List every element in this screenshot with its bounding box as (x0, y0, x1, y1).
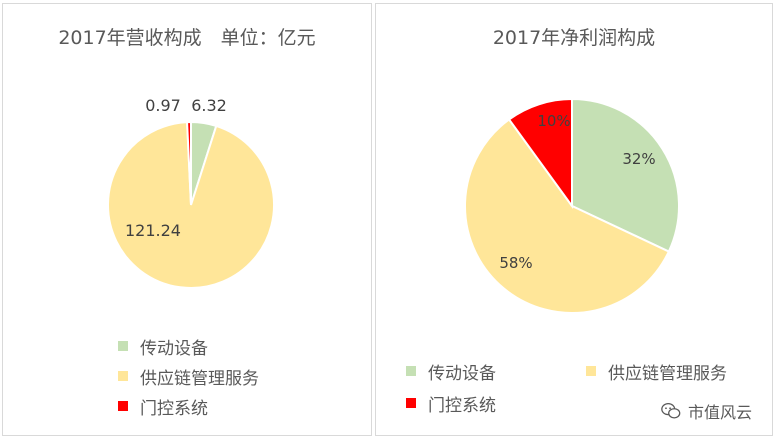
data-label: 121.24 (125, 221, 181, 240)
chart-panel-net-profit: 2017年净利润构成 32% 58% 10% 传动设备 供应链管理服务 门控系统 市… (375, 3, 773, 436)
pie-slice-transmission (571, 97, 680, 253)
legend-label: 门控系统 (140, 398, 208, 419)
pie-slice-door-control (507, 97, 573, 210)
data-label: 10% (537, 112, 570, 130)
legend-swatch (586, 366, 596, 376)
legend-item-door-control: 门控系统 (118, 391, 259, 421)
legend-label: 供应链管理服务 (608, 363, 727, 384)
legend-swatch (406, 366, 416, 376)
chart-panel-revenue: 2017年营收构成 单位：亿元 6.32 121.24 0.97 传动设备 供应链管… (2, 3, 372, 436)
net-profit-pie-chart: 32% 58% 10% (464, 97, 680, 314)
wechat-icon (661, 403, 681, 419)
watermark: 市值风云 (660, 399, 752, 423)
legend-label: 门控系统 (428, 395, 496, 416)
legend-item-supply-chain: 供应链管理服务 (586, 356, 727, 386)
legend: 传动设备 供应链管理服务 门控系统 (118, 331, 259, 421)
legend-item-supply-chain: 供应链管理服务 (118, 361, 259, 391)
chart-title: 2017年净利润构成 (492, 27, 656, 49)
legend-item-door-control: 门控系统 (406, 388, 496, 418)
pie-slice-supply-chain (464, 118, 671, 314)
watermark-text: 市值风云 (687, 403, 752, 422)
data-label: 58% (499, 254, 532, 272)
legend-label: 传动设备 (428, 363, 496, 384)
chart-title: 2017年营收构成 单位：亿元 (58, 27, 316, 49)
legend-item-transmission: 传动设备 (118, 331, 259, 361)
revenue-pie-chart: 6.32 121.24 0.97 (107, 96, 275, 289)
legend-swatch (118, 371, 128, 381)
legend-item-transmission: 传动设备 (406, 356, 496, 386)
legend-swatch (406, 398, 416, 408)
legend-label: 供应链管理服务 (140, 368, 259, 389)
legend-swatch (118, 341, 128, 351)
data-label: 0.97 (145, 96, 181, 115)
pie-slice-door-control (186, 120, 192, 206)
pie-slice-supply-chain (107, 121, 275, 289)
legend-swatch (118, 401, 128, 411)
legend-label: 传动设备 (140, 338, 208, 359)
data-label: 32% (622, 150, 655, 168)
data-label: 6.32 (191, 96, 227, 115)
